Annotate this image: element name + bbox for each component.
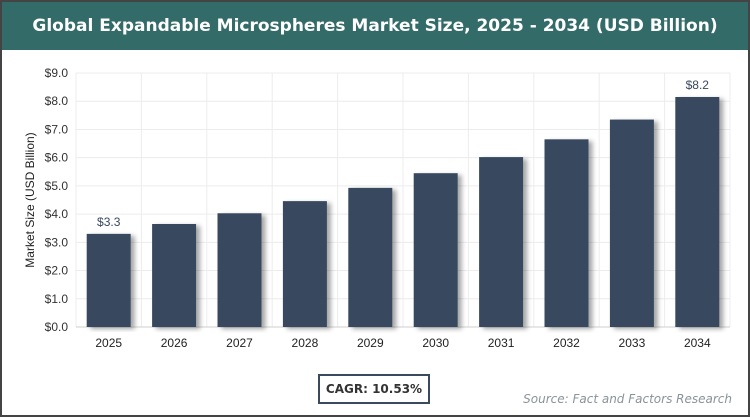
y-tick-label: $5.0: [45, 179, 69, 193]
bar-2032: [544, 139, 589, 327]
chart-title: Global Expandable Microspheres Market Si…: [2, 2, 748, 50]
y-tick-label: $4.0: [45, 207, 69, 221]
data-label: $8.2: [686, 78, 710, 92]
x-tick-label: 2028: [292, 336, 319, 350]
y-tick-label: $0.0: [45, 320, 69, 334]
bar-2034: [675, 96, 720, 327]
y-tick-label: $3.0: [45, 235, 69, 249]
x-tick-label: 2030: [422, 336, 449, 350]
y-tick-label: $7.0: [45, 122, 69, 136]
y-tick-label: $8.0: [45, 94, 69, 108]
bar-2025: [86, 233, 131, 327]
x-tick-label: 2027: [226, 336, 253, 350]
y-tick-label: $2.0: [45, 264, 69, 278]
y-tick-label: $6.0: [45, 151, 69, 165]
bar-2031: [479, 157, 524, 327]
x-tick-label: 2034: [684, 336, 711, 350]
x-tick-label: 2031: [488, 336, 515, 350]
x-tick-label: 2033: [619, 336, 646, 350]
bar-2028: [282, 201, 327, 327]
data-label: $3.3: [97, 215, 121, 229]
x-tick-label: 2032: [553, 336, 580, 350]
x-tick-label: 2026: [161, 336, 188, 350]
bar-2027: [217, 213, 262, 327]
bar-2029: [348, 187, 393, 327]
source-note: Source: Fact and Factors Research: [523, 392, 732, 406]
y-tick-label: $1.0: [45, 292, 69, 306]
y-tick-label: $9.0: [45, 66, 69, 80]
bar-2033: [609, 119, 654, 327]
y-axis-label: Market Size (USD Billion): [23, 132, 37, 267]
bar-2030: [413, 173, 458, 327]
cagr-badge: CAGR: 10.53%: [318, 374, 430, 404]
x-tick-label: 2025: [95, 336, 122, 350]
x-tick-label: 2029: [357, 336, 384, 350]
bar-2026: [152, 223, 197, 327]
